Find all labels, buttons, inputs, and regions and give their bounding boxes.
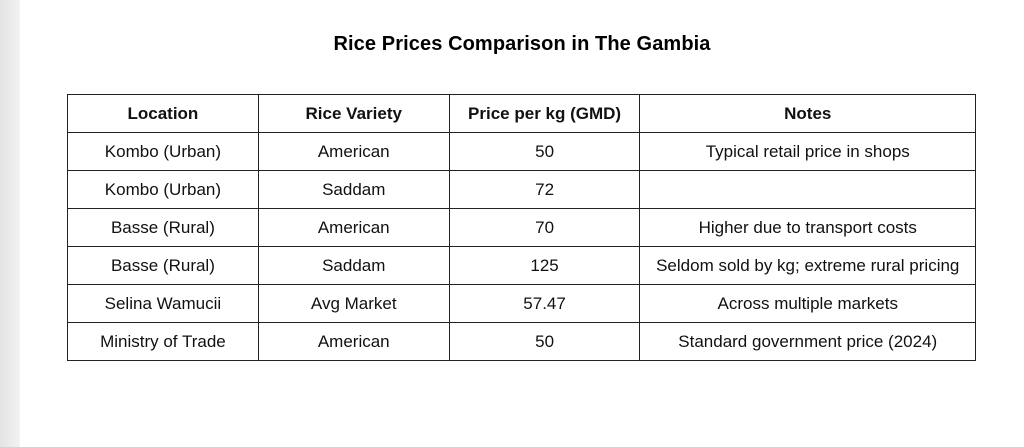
cell-location: Selina Wamucii	[67, 284, 259, 323]
cell-location: Kombo (Urban)	[67, 132, 259, 171]
cell-rice-variety: American	[257, 322, 450, 361]
cell-price: 50	[448, 322, 641, 361]
cell-notes: Standard government price (2024)	[639, 322, 976, 361]
header-rice-variety: Rice Variety	[257, 94, 450, 133]
table-row: Kombo (Urban) Saddam 72	[67, 170, 976, 209]
cell-location: Ministry of Trade	[67, 322, 259, 361]
cell-price: 72	[448, 170, 641, 209]
table-row: Selina Wamucii Avg Market 57.47 Across m…	[67, 284, 976, 323]
table-row: Kombo (Urban) American 50 Typical retail…	[67, 132, 976, 171]
table-title: Rice Prices Comparison in The Gambia	[333, 33, 711, 55]
cell-location: Basse (Rural)	[67, 208, 259, 247]
cell-notes: Higher due to transport costs	[639, 208, 976, 247]
header-price-per-kg: Price per kg (GMD)	[448, 94, 641, 133]
page-edge-shadow	[0, 0, 20, 447]
cell-rice-variety: American	[257, 208, 450, 247]
cell-location: Basse (Rural)	[67, 246, 259, 285]
cell-rice-variety: American	[257, 132, 450, 171]
cell-price: 57.47	[448, 284, 641, 323]
cell-rice-variety: Saddam	[257, 170, 450, 209]
header-notes: Notes	[639, 94, 976, 133]
rice-prices-table: Location Rice Variety Price per kg (GMD)…	[67, 94, 976, 361]
header-location: Location	[67, 94, 259, 133]
cell-price: 50	[448, 132, 641, 171]
cell-notes: Across multiple markets	[639, 284, 976, 323]
cell-location: Kombo (Urban)	[67, 170, 259, 209]
cell-price: 70	[448, 208, 641, 247]
cell-rice-variety: Avg Market	[257, 284, 450, 323]
cell-notes: Typical retail price in shops	[639, 132, 976, 171]
table-row: Ministry of Trade American 50 Standard g…	[67, 322, 976, 361]
cell-rice-variety: Saddam	[257, 246, 450, 285]
cell-notes: Seldom sold by kg; extreme rural pricing	[639, 246, 976, 285]
table-row: Basse (Rural) Saddam 125 Seldom sold by …	[67, 246, 976, 285]
table-row: Basse (Rural) American 70 Higher due to …	[67, 208, 976, 247]
cell-price: 125	[448, 246, 641, 285]
cell-notes	[639, 170, 976, 209]
table-header-row: Location Rice Variety Price per kg (GMD)…	[67, 94, 976, 133]
